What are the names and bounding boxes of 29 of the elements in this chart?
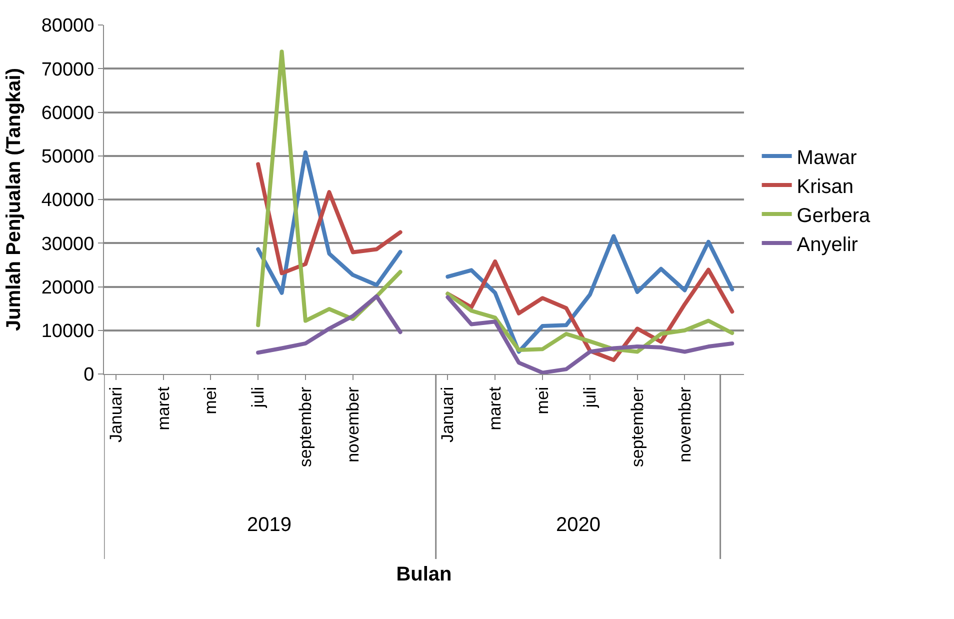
x-tick-label: maret [486,386,505,430]
legend-label: Anyelir [796,234,858,256]
x-tick-label: september [296,386,316,468]
y-tick-label: 80000 [41,16,94,37]
x-tick-label: mei [533,386,552,414]
y-tick-label: 30000 [41,234,94,255]
x-tick-label: november [343,386,362,462]
x-tick-label: juli [580,386,600,409]
y-tick-label: 0 [84,364,94,386]
y-tick-label: 10000 [41,321,94,342]
y-tick-label: 60000 [41,102,94,124]
legend-label: Krisan [796,176,854,198]
legend-label: Gerbera [796,204,872,227]
y-tick-label: 20000 [41,277,94,298]
y-tick-label: 40000 [41,190,94,212]
x-tick-label: november [675,386,694,462]
x-tick-label: mei [201,386,220,414]
x-tick-label: maret [154,386,173,430]
y-axis-title: Jumlah Penjualan (Tangkai) [2,68,25,332]
x-tick-label: juli [248,386,268,409]
y-tick-label: 50000 [41,146,94,168]
x-tick-label: september [628,386,647,468]
x-tick-label: Januari [438,386,458,443]
x-axis-title: Bulan [396,564,452,586]
text: 2020 [556,514,600,536]
x-tick-label: Januari [106,386,126,443]
legend-label: Mawar [796,146,858,169]
y-tick-label: 70000 [41,59,94,80]
text: 2019 [247,514,292,536]
